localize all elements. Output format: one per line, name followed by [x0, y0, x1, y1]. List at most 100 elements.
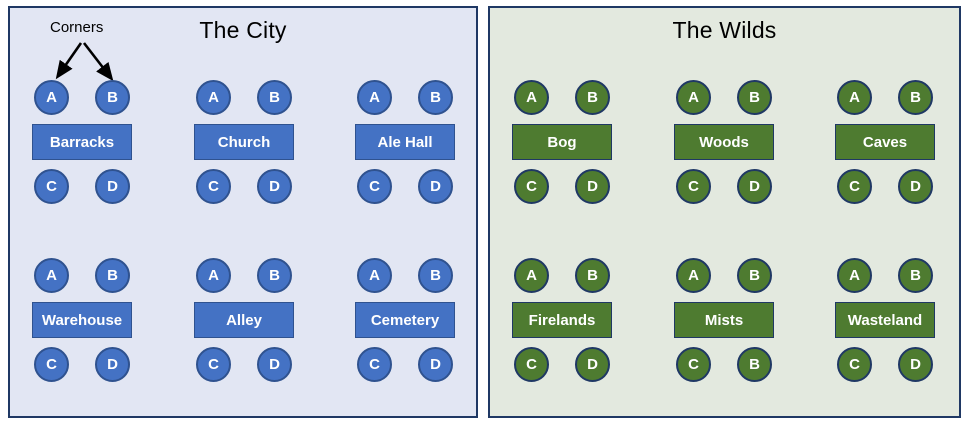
corner-circle-a: A: [34, 258, 69, 293]
location-group: A B Cemetery C D: [355, 258, 455, 382]
corner-circle-c: C: [357, 347, 392, 382]
corner-circle-c: C: [837, 169, 872, 204]
location-group: A B Wasteland C D: [835, 258, 935, 382]
corner-circle-b: B: [737, 258, 772, 293]
wilds-panel-title: The Wilds: [672, 17, 777, 43]
corner-circle-b: B: [898, 80, 933, 115]
corner-row-top: A B: [674, 258, 774, 293]
corner-row-bottom: C D: [835, 169, 935, 204]
corner-circle-b: B: [575, 258, 610, 293]
corner-circle-a: A: [837, 80, 872, 115]
location-label: Alley: [194, 302, 294, 338]
corner-circle-c: C: [34, 347, 69, 382]
corner-row-bottom: C D: [674, 169, 774, 204]
corner-row-top: A B: [512, 80, 612, 115]
corner-row-top: A B: [512, 258, 612, 293]
location-label: Warehouse: [32, 302, 132, 338]
location-label: Cemetery: [355, 302, 455, 338]
corner-row-bottom: C D: [355, 169, 455, 204]
location-label: Wasteland: [835, 302, 935, 338]
corner-circle-c: C: [837, 347, 872, 382]
location-label: Caves: [835, 124, 935, 160]
corner-row-top: A B: [835, 80, 935, 115]
corner-row-bottom: C D: [355, 347, 455, 382]
location-label: Bog: [512, 124, 612, 160]
location-group: A B Bog C D: [512, 80, 612, 204]
corner-circle-d: D: [898, 169, 933, 204]
location-group: A B Mists C B: [674, 258, 774, 382]
corner-row-bottom: C D: [32, 347, 132, 382]
corner-circle-d: D: [575, 169, 610, 204]
corner-circle-d: D: [898, 347, 933, 382]
corner-circle-d: D: [257, 169, 292, 204]
location-group: A B Warehouse C D: [32, 258, 132, 382]
corner-circle-d: D: [418, 347, 453, 382]
corner-row-bottom: C D: [194, 347, 294, 382]
corner-circle-c: C: [676, 347, 711, 382]
corner-row-top: A B: [355, 80, 455, 115]
corner-circle-c: C: [34, 169, 69, 204]
corner-row-bottom: C D: [512, 169, 612, 204]
corner-row-top: A B: [32, 80, 132, 115]
location-group: A B Barracks C D: [32, 80, 132, 204]
corner-circle-c: C: [514, 169, 549, 204]
corner-row-top: A B: [674, 80, 774, 115]
corner-circle-b: B: [95, 80, 130, 115]
corner-circle-a: A: [196, 80, 231, 115]
corner-circle-a: A: [676, 258, 711, 293]
corner-row-top: A B: [32, 258, 132, 293]
location-label: Firelands: [512, 302, 612, 338]
corner-row-bottom: C D: [194, 169, 294, 204]
corner-circle-b: B: [898, 258, 933, 293]
corner-circle-a: A: [837, 258, 872, 293]
corner-row-bottom: C D: [32, 169, 132, 204]
location-group: A B Woods C D: [674, 80, 774, 204]
location-group: A B Church C D: [194, 80, 294, 204]
corner-circle-d: D: [418, 169, 453, 204]
corner-circle-c: C: [357, 169, 392, 204]
wilds-locations-grid: A B Bog C D A B Woods C D A B Caves C D …: [490, 8, 959, 416]
location-label: Woods: [674, 124, 774, 160]
corner-circle-d: D: [95, 347, 130, 382]
corner-circle-b: B: [418, 80, 453, 115]
corner-circle-d: D: [575, 347, 610, 382]
corner-circle-a: A: [357, 80, 392, 115]
corner-row-top: A B: [355, 258, 455, 293]
location-group: A B Caves C D: [835, 80, 935, 204]
corner-circle-c: C: [676, 169, 711, 204]
corner-circle-c: C: [196, 169, 231, 204]
wilds-panel: The Wilds A B Bog C D A B Woods C D A B …: [488, 6, 961, 418]
corner-row-top: A B: [835, 258, 935, 293]
location-label: Barracks: [32, 124, 132, 160]
corner-circle-b: B: [737, 80, 772, 115]
location-label: Church: [194, 124, 294, 160]
corner-circle-b: B: [575, 80, 610, 115]
corner-circle-a: A: [514, 80, 549, 115]
location-group: A B Ale Hall C D: [355, 80, 455, 204]
corners-annotation-arrows-icon: [55, 42, 114, 82]
corner-row-bottom: C D: [512, 347, 612, 382]
corners-annotation-label: Corners: [50, 19, 104, 36]
corner-row-top: A B: [194, 80, 294, 115]
corner-circle-a: A: [514, 258, 549, 293]
corner-circle-b: B: [95, 258, 130, 293]
corner-circle-b: B: [257, 80, 292, 115]
city-panel-title: The City: [199, 17, 287, 43]
corner-circle-a: A: [676, 80, 711, 115]
corner-circle-a: A: [357, 258, 392, 293]
corner-row-top: A B: [194, 258, 294, 293]
location-label: Ale Hall: [355, 124, 455, 160]
corner-circle-d: D: [95, 169, 130, 204]
city-panel: The City Corners A B Barracks C D A B Ch…: [8, 6, 478, 418]
corner-circle-d: D: [737, 169, 772, 204]
corner-circle-b: B: [257, 258, 292, 293]
corner-row-bottom: C B: [674, 347, 774, 382]
corner-circle-c: C: [196, 347, 231, 382]
corner-circle-c: C: [514, 347, 549, 382]
corner-circle-a: A: [196, 258, 231, 293]
corner-circle-b: B: [418, 258, 453, 293]
corner-circle-d: D: [257, 347, 292, 382]
location-group: A B Alley C D: [194, 258, 294, 382]
city-locations-grid: A B Barracks C D A B Church C D A B Ale …: [10, 8, 476, 416]
location-group: A B Firelands C D: [512, 258, 612, 382]
